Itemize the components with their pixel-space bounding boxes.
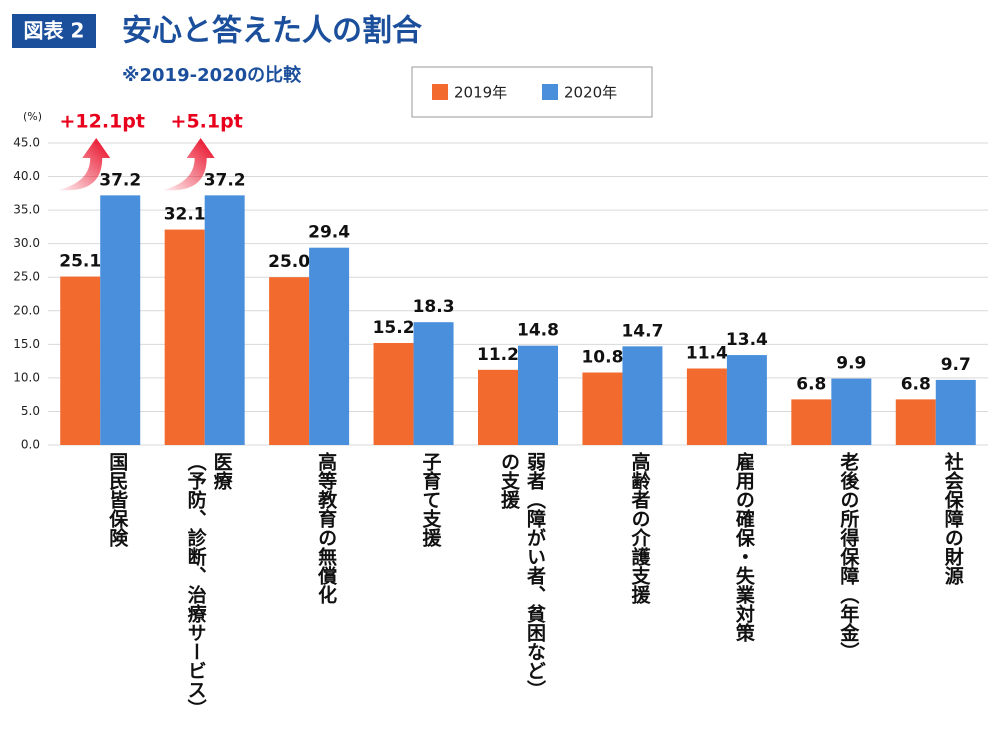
y-tick-label: 0.0 bbox=[21, 438, 40, 452]
y-tick-label: 5.0 bbox=[21, 404, 40, 418]
bar bbox=[269, 277, 310, 445]
bar bbox=[164, 229, 205, 445]
annotation-arrow bbox=[58, 138, 111, 191]
x-tick-label: 高等教育の無償化 bbox=[315, 452, 338, 604]
value-label: 37.2 bbox=[99, 170, 141, 190]
value-label: 11.4 bbox=[686, 343, 728, 363]
legend-swatch bbox=[542, 84, 558, 100]
value-label: 14.8 bbox=[517, 321, 559, 341]
bar bbox=[831, 378, 872, 445]
bar bbox=[686, 368, 727, 445]
chart-title: 安心と答えた人の割合 bbox=[122, 14, 422, 49]
bar bbox=[309, 247, 350, 445]
value-label: 18.3 bbox=[413, 297, 455, 317]
bar bbox=[100, 195, 141, 445]
value-label: 9.9 bbox=[836, 354, 866, 374]
x-tick-label: 老後の所得保障（年金） bbox=[837, 452, 860, 661]
bar bbox=[895, 399, 936, 445]
legend-label: 2020年 bbox=[564, 84, 617, 102]
bar bbox=[60, 276, 101, 445]
badge: 図表 2 bbox=[24, 19, 85, 43]
bar bbox=[726, 355, 767, 445]
y-tick-label: 35.0 bbox=[13, 203, 40, 217]
legend-box bbox=[411, 66, 653, 118]
bar bbox=[413, 322, 454, 445]
y-tick-label: 45.0 bbox=[13, 136, 40, 150]
value-label: 14.7 bbox=[621, 321, 663, 341]
value-label: 13.4 bbox=[726, 330, 768, 350]
x-tick-label: 医療 （予防、診断、治療サービス） bbox=[184, 452, 233, 718]
value-label: 10.8 bbox=[581, 348, 623, 368]
value-label: 9.7 bbox=[941, 355, 971, 375]
y-tick-label: 15.0 bbox=[13, 337, 40, 351]
value-label: 15.2 bbox=[373, 318, 415, 338]
x-tick-label: 弱者（障がい者、貧困など） の支援 bbox=[498, 452, 546, 699]
value-label: 25.1 bbox=[59, 252, 101, 272]
x-tick-label: 雇用の確保・失業対策 bbox=[732, 452, 755, 642]
value-label: 37.2 bbox=[204, 170, 246, 190]
bar bbox=[791, 399, 832, 445]
bar bbox=[622, 346, 663, 445]
y-tick-label: 30.0 bbox=[13, 236, 40, 250]
value-label: 6.8 bbox=[796, 374, 826, 394]
annotation: +5.1pt bbox=[171, 111, 243, 133]
x-tick-label: 子育て支援 bbox=[419, 452, 442, 547]
chart-subtitle: ※2019-2020の比較 bbox=[122, 64, 302, 86]
value-label: 32.1 bbox=[164, 205, 206, 225]
y-tick-label: 20.0 bbox=[13, 303, 40, 317]
value-label: 11.2 bbox=[477, 345, 519, 365]
bar bbox=[204, 195, 245, 445]
y-axis-label: (%) bbox=[23, 110, 42, 123]
x-tick-label: 社会保障の財源 bbox=[941, 452, 964, 585]
value-label: 6.8 bbox=[901, 374, 931, 394]
x-tick-label: 高齢者の介護支援 bbox=[628, 452, 651, 604]
value-label: 29.4 bbox=[308, 223, 350, 243]
bar bbox=[935, 379, 976, 445]
y-tick-label: 25.0 bbox=[13, 270, 40, 284]
value-label: 25.0 bbox=[268, 252, 310, 272]
x-tick-label: 国民皆保険 bbox=[106, 452, 129, 547]
bar bbox=[582, 372, 623, 445]
legend-swatch bbox=[432, 84, 448, 100]
annotation: +12.1pt bbox=[59, 111, 144, 133]
bar bbox=[478, 369, 518, 445]
legend-label: 2019年 bbox=[454, 84, 507, 102]
badge-bg bbox=[12, 14, 96, 48]
y-tick-label: 10.0 bbox=[13, 370, 40, 384]
bar bbox=[373, 342, 414, 445]
y-tick-label: 40.0 bbox=[13, 169, 40, 183]
annotation-arrow bbox=[162, 138, 215, 191]
bar bbox=[518, 345, 558, 445]
